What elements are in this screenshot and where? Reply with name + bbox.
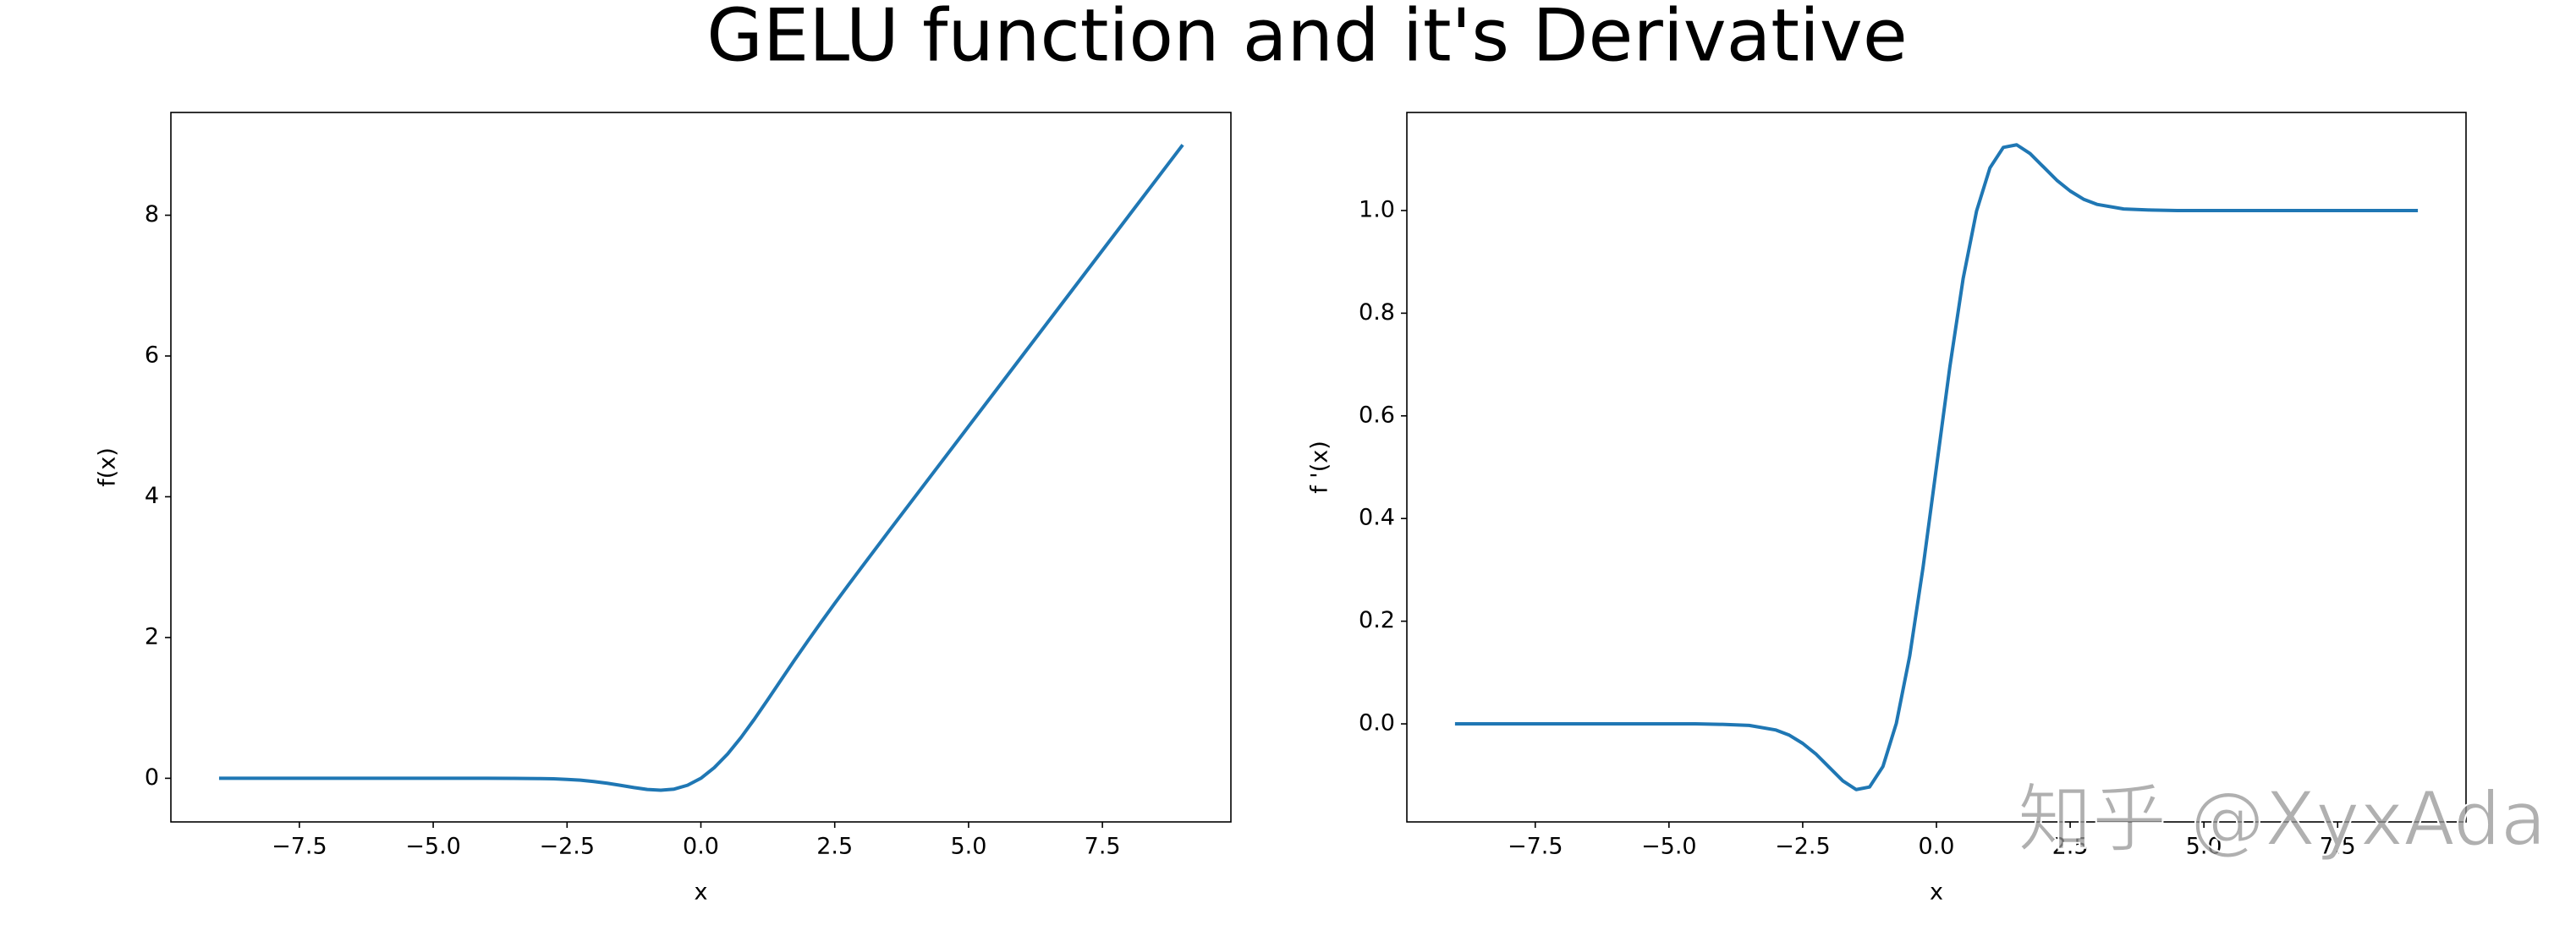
x-tick-label: 5.0 [2186, 834, 2222, 860]
x-tick-label: −2.5 [540, 834, 596, 860]
x-tick-label: 2.5 [2052, 834, 2089, 860]
y-tick-label: 8 [145, 201, 159, 227]
y-tick-label: 0.6 [1359, 402, 1395, 428]
y-tick-label: 0.2 [1359, 607, 1395, 633]
y-tick-label: 0 [145, 764, 159, 791]
x-tick-label: 2.5 [816, 834, 853, 860]
x-axis-label: x [695, 879, 708, 906]
y-tick-label: 0.0 [1359, 710, 1395, 737]
data-line [1454, 143, 2419, 791]
x-tick-label: 5.0 [950, 834, 986, 860]
y-tick-label: 0.4 [1359, 505, 1395, 531]
y-tick-label: 1.0 [1359, 196, 1395, 222]
y-tick-label: 6 [145, 342, 159, 368]
y-tick-label: 4 [145, 483, 159, 509]
x-tick-label: −5.0 [1641, 834, 1697, 860]
x-tick-label: −7.5 [272, 834, 327, 860]
x-tick-label: 0.0 [683, 834, 719, 860]
watermark: 知乎 @XyxAda [2018, 775, 2546, 863]
data-line [218, 144, 1184, 792]
y-axis-label: f '(x) [1307, 441, 1333, 494]
x-tick-label: 7.5 [1085, 834, 1121, 860]
x-tick-label: −7.5 [1508, 834, 1563, 860]
y-tick-label: 0.8 [1359, 299, 1395, 326]
x-tick-label: −2.5 [1775, 834, 1831, 860]
y-tick-label: 2 [145, 623, 159, 649]
x-tick-label: −5.0 [405, 834, 461, 860]
figure-title: GELU function and it's Derivative [706, 0, 1907, 78]
x-axis-label: x [1930, 879, 1943, 906]
y-axis-label: f(x) [95, 447, 121, 487]
x-tick-label: 7.5 [2320, 834, 2356, 860]
x-tick-label: 0.0 [1919, 834, 1955, 860]
